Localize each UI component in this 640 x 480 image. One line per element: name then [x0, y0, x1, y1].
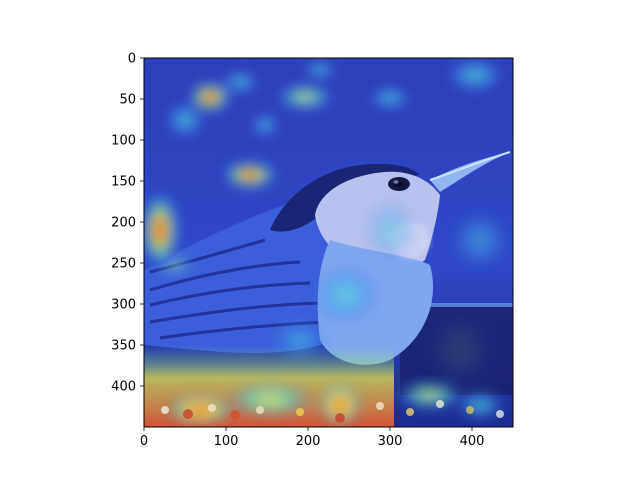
x-axis: 0 100 200 300 400 — [140, 427, 485, 449]
y-tick-label: 100 — [111, 134, 136, 149]
x-tick-label: 300 — [378, 434, 403, 449]
y-tick-label: 0 — [128, 52, 136, 67]
y-tick-label: 150 — [111, 175, 136, 190]
y-tick-label: 400 — [111, 380, 136, 395]
y-axis: 0 50 100 150 200 250 300 350 400 — [111, 52, 144, 395]
heatmap-image — [144, 58, 513, 427]
y-tick-label: 300 — [111, 298, 136, 313]
y-tick-label: 350 — [111, 339, 136, 354]
y-tick-label: 250 — [111, 257, 136, 272]
axes-frame — [143, 57, 514, 428]
x-tick-label: 200 — [296, 434, 321, 449]
x-tick-label: 0 — [140, 434, 148, 449]
y-tick-label: 50 — [119, 93, 136, 108]
x-tick-label: 400 — [460, 434, 485, 449]
y-tick-label: 200 — [111, 216, 136, 231]
x-tick-label: 100 — [214, 434, 239, 449]
